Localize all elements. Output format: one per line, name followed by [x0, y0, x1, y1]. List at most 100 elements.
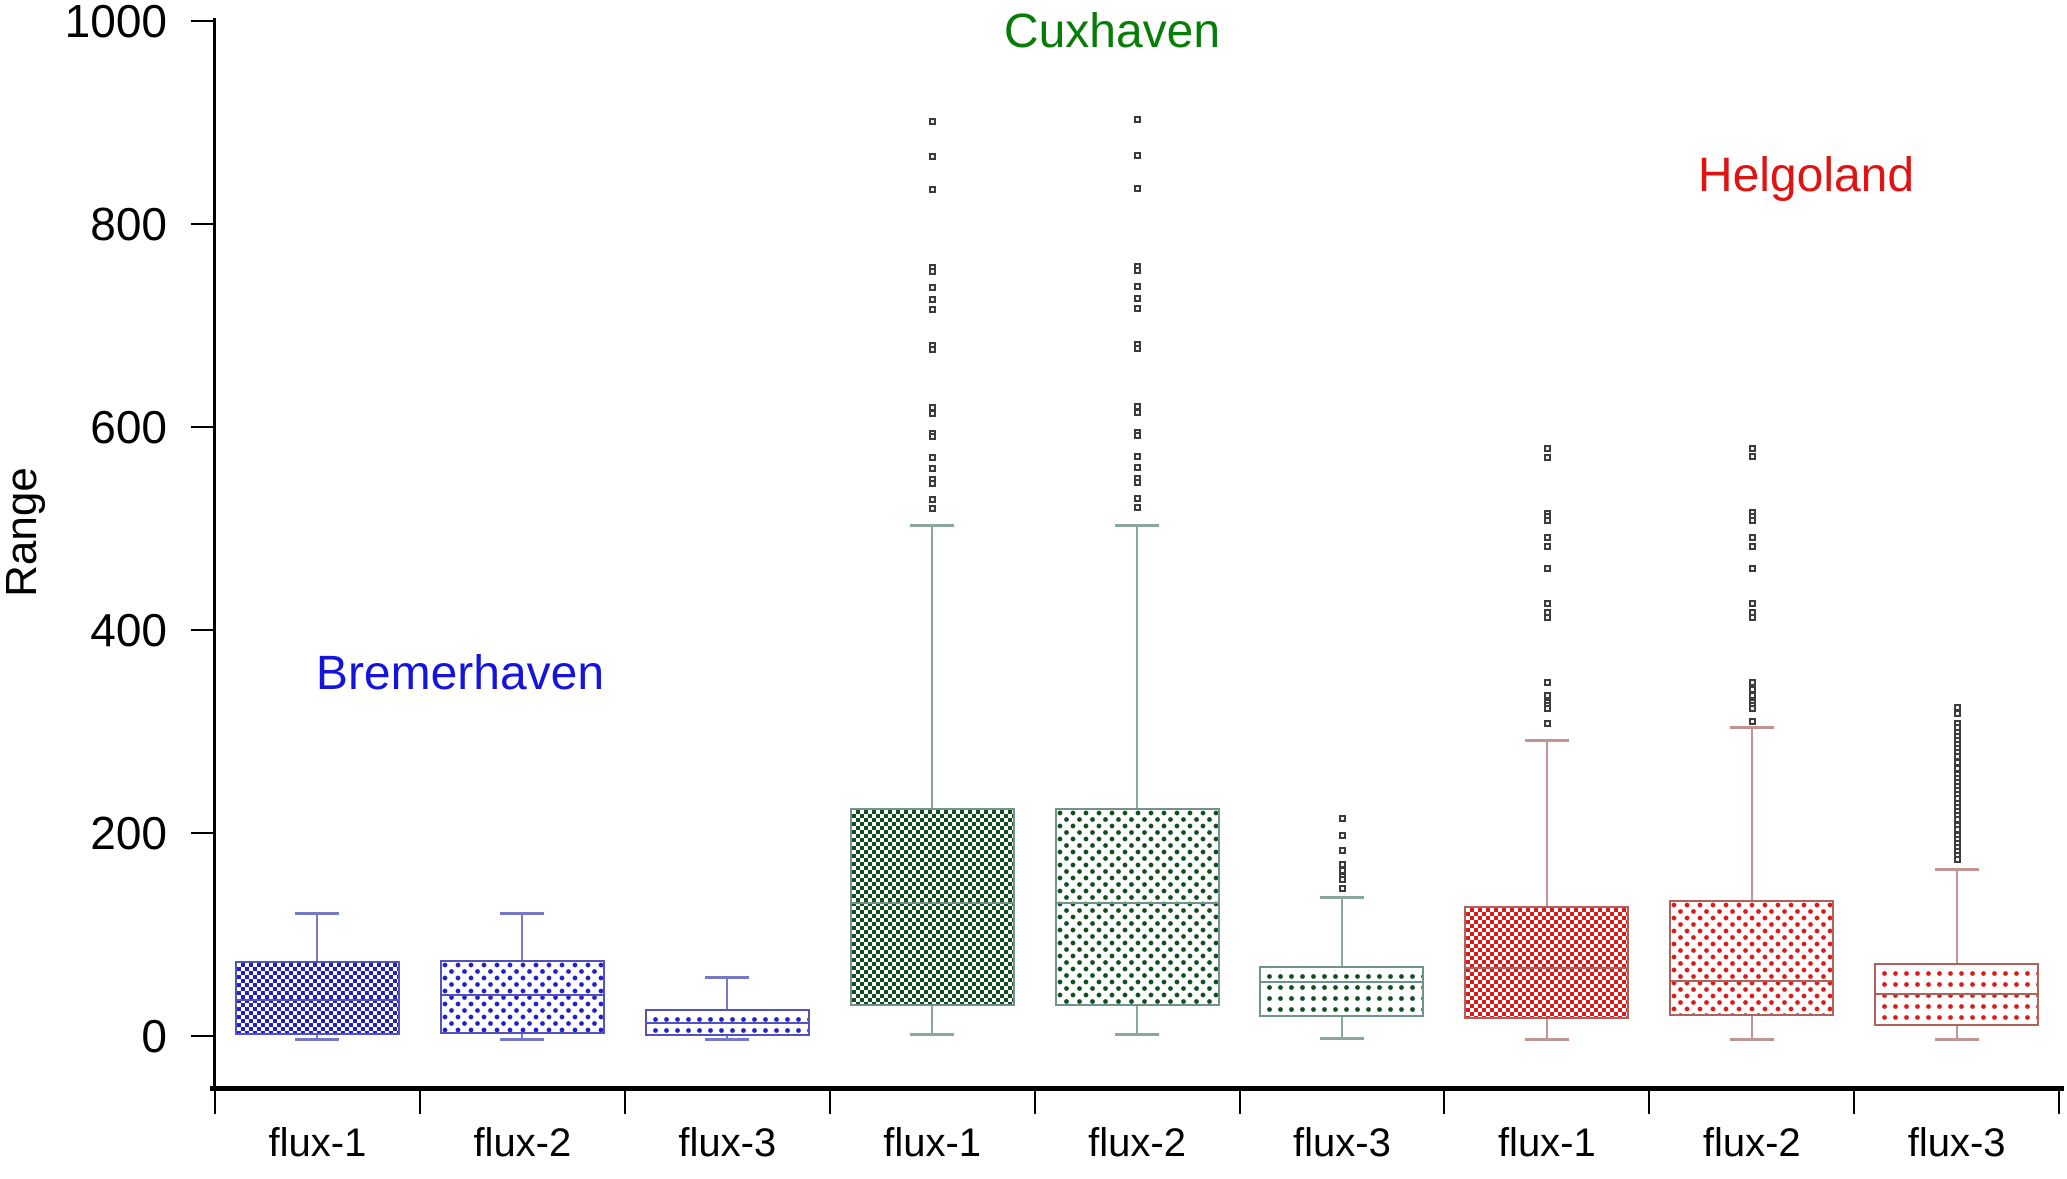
outlier-dot [1748, 705, 1756, 713]
whisker-cap [910, 1032, 955, 1036]
outlier-dot [1134, 282, 1142, 290]
x-tick [623, 1090, 626, 1114]
x-tick-label: flux-1 [883, 1121, 982, 1165]
outlier-dot [929, 464, 937, 472]
group-title-helgoland: Helgoland [1697, 149, 1915, 202]
outlier-dot [1748, 718, 1756, 726]
box [439, 959, 605, 1034]
whisker-cap [1729, 1038, 1774, 1041]
outlier-dot [1134, 116, 1142, 124]
outlier-dot [1543, 720, 1551, 728]
whisker-cap [1934, 867, 1979, 871]
whisker-line [1340, 896, 1343, 966]
x-tick-label: flux-3 [1293, 1121, 1391, 1165]
outlier-dot [1543, 454, 1551, 462]
outlier-dot [929, 267, 937, 275]
outlier-dot [929, 403, 937, 411]
x-tick-label: flux-3 [1907, 1121, 2006, 1165]
box-median [1669, 980, 1835, 983]
outlier-dot [1134, 151, 1142, 159]
whisker-line [1955, 868, 1958, 963]
outlier-dot [929, 186, 937, 194]
outlier-dot [1134, 408, 1142, 416]
box-median [1464, 966, 1630, 969]
outlier-dot [1134, 185, 1142, 193]
outlier-dot [1748, 685, 1756, 693]
whisker-line [1340, 1016, 1343, 1038]
box [234, 960, 400, 1035]
outlier-dot [1748, 517, 1756, 525]
outlier-dot [929, 296, 937, 304]
outlier-dot [1543, 678, 1551, 686]
x-tick [1033, 1090, 1036, 1114]
outlier-dot [929, 479, 937, 487]
whisker-cap [1319, 895, 1364, 899]
outlier-dot [1338, 847, 1346, 855]
outlier-dot [1134, 504, 1142, 512]
whisker-line [316, 1034, 319, 1039]
whisker-line [1750, 1015, 1753, 1039]
outlier-dot [1134, 478, 1142, 486]
x-tick-label: flux-3 [678, 1121, 777, 1165]
outlier-dot [1543, 613, 1551, 621]
outlier-dot [929, 306, 937, 314]
outlier-dot [1953, 752, 1961, 760]
whisker-line [726, 977, 729, 1009]
outlier-dot [1134, 344, 1142, 352]
whisker-line [316, 913, 319, 961]
y-axis-line [213, 18, 216, 1091]
box [1669, 899, 1835, 1016]
outlier-dot [1338, 832, 1346, 840]
outlier-dot [1134, 305, 1142, 313]
box [1259, 965, 1425, 1017]
x-tick [828, 1090, 831, 1114]
outlier-dot [929, 454, 937, 462]
outlier-dot [1134, 432, 1142, 440]
outlier-dot [1953, 758, 1961, 766]
whisker-line [1750, 727, 1753, 900]
outlier-dot [1748, 691, 1756, 699]
whisker-cap [705, 976, 750, 980]
outlier-dot [1338, 814, 1346, 822]
outlier-dot [929, 409, 937, 417]
whisker-line [1136, 525, 1139, 808]
x-tick [1238, 1090, 1241, 1114]
outlier-dot [1953, 825, 1961, 833]
whisker-cap [1729, 726, 1774, 730]
whisker-line [1136, 1005, 1139, 1034]
whisker-cap [910, 524, 955, 528]
whisker-line [931, 525, 934, 808]
y-tick-label: 800 [90, 198, 167, 250]
outlier-dot [1134, 402, 1142, 410]
whisker-cap [295, 912, 340, 916]
group-title-cuxhaven: Cuxhaven [1003, 5, 1221, 58]
outlier-dot [929, 345, 937, 353]
outlier-dot [1543, 533, 1551, 541]
x-tick [214, 1090, 216, 1114]
x-tick-label: flux-2 [1088, 1121, 1186, 1165]
box [1054, 807, 1220, 1006]
outlier-dot [1543, 705, 1551, 713]
outlier-dot [1543, 599, 1551, 607]
box [849, 807, 1015, 1006]
whisker-cap [705, 1038, 750, 1041]
x-tick [418, 1090, 421, 1114]
outlier-dot [929, 505, 937, 513]
whisker-line [521, 1033, 524, 1039]
outlier-dot [1543, 691, 1551, 699]
box-median [644, 1021, 810, 1024]
box-median [849, 902, 1015, 905]
whisker-cap [1524, 738, 1569, 742]
outlier-dot [929, 118, 937, 126]
whisker-line [931, 1005, 934, 1034]
box-median [1054, 902, 1220, 905]
whisker-cap [1115, 524, 1160, 528]
x-tick [2058, 1090, 2061, 1114]
y-tick-label: 0 [141, 1010, 167, 1062]
whisker-cap [500, 912, 545, 916]
box-median [1874, 993, 2040, 996]
outlier-dot [1748, 453, 1756, 461]
outlier-dot [1953, 710, 1961, 718]
outlier-dot [1134, 453, 1142, 461]
